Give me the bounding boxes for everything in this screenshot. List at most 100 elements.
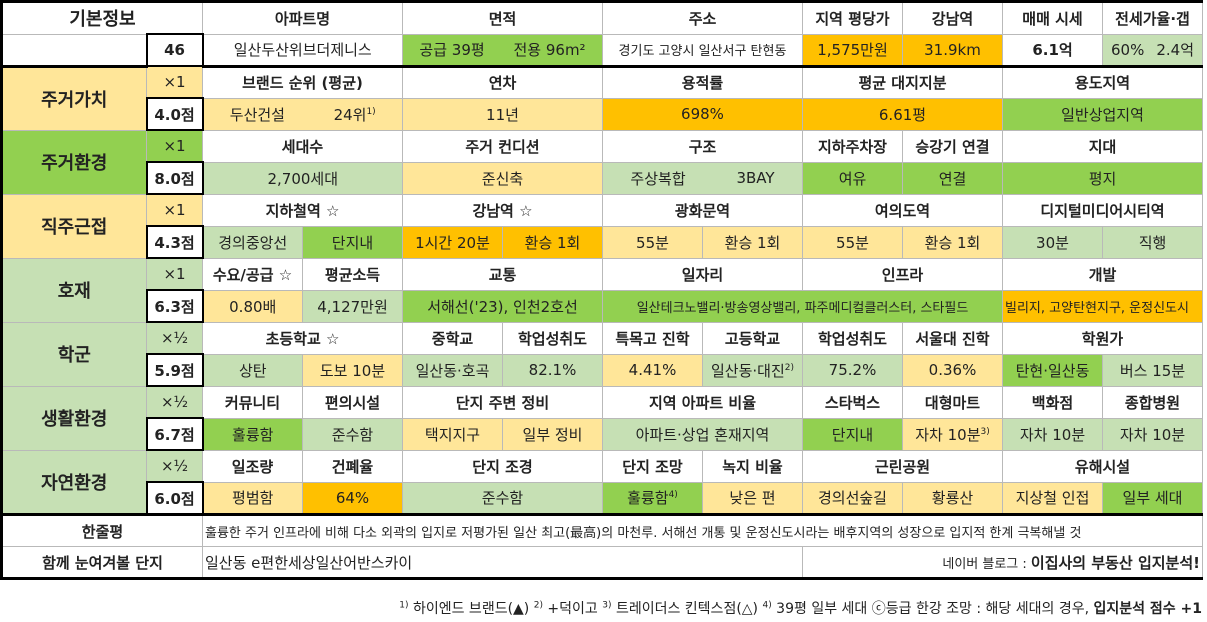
living-multiplier: ×½	[146, 385, 203, 419]
sale-price: 6.1억	[1002, 33, 1103, 68]
blog-name: 이집사의 부동산 입지분석!	[1030, 553, 1200, 572]
high-school: 일산동·대진2)	[702, 353, 803, 387]
starbucks-value: 단지내	[802, 417, 903, 451]
dmc-transfer: 직행	[1102, 225, 1203, 259]
special-school-header: 특목고 진학	[602, 321, 703, 355]
income-header: 평균소득	[302, 257, 403, 291]
section-environment-title: 주거환경	[0, 129, 147, 195]
footnote-bonus: 입지분석 점수 +1	[1093, 601, 1203, 617]
structure-bay: 3BAY	[736, 169, 775, 187]
section-commute-title: 직주근접	[0, 193, 147, 259]
parking-value: 여유	[802, 161, 903, 195]
gangnam-station-header: 강남역 ☆	[402, 193, 603, 227]
households-value: 2,700세대	[202, 161, 403, 195]
related-complex: 일산동 e편한세상일산어반스카이	[202, 546, 803, 580]
footnote-1-text: 하이엔드 브랜드(▲)	[408, 601, 534, 617]
brand-value: 두산건설 24위1)	[202, 97, 403, 131]
section-residence-title: 주거가치	[0, 65, 147, 131]
land-share-value: 6.61평	[802, 97, 1003, 131]
structure-type: 주상복합	[630, 169, 686, 188]
footnote-1-mark: 1)	[399, 600, 409, 611]
elementary-header: 초등학교 ☆	[202, 321, 403, 355]
environment-multiplier: ×1	[146, 129, 203, 163]
residence-multiplier: ×1	[146, 65, 203, 99]
hazard-header: 유해시설	[1002, 449, 1203, 483]
related-complex-header: 함께 눈여겨볼 단지	[0, 546, 203, 580]
area-use: 전용 96m²	[513, 41, 586, 59]
elementary-level: 상탄	[202, 353, 303, 387]
footnote-ref-4: 4)	[668, 490, 678, 501]
convenience-value: 준수함	[302, 417, 403, 451]
address-header: 주소	[602, 0, 803, 35]
infra-header: 인프라	[802, 257, 1003, 291]
landscape-header: 단지 조경	[402, 449, 603, 483]
address: 경기도 고양시 일산서구 탄현동	[602, 33, 803, 68]
commute-multiplier: ×1	[146, 193, 203, 227]
subway-header: 지하철역 ☆	[202, 193, 403, 227]
apt-name-header: 아파트명	[202, 0, 403, 35]
view-header: 단지 조망	[602, 449, 703, 483]
environment-score: 8.0점	[145, 161, 204, 195]
apt-name: 일산두산위브더제니스	[202, 33, 403, 68]
dev-value: 빌리지, 고양탄현지구, 운정신도시	[1002, 289, 1203, 323]
structure-value: 주상복합 3BAY	[602, 161, 803, 195]
living-score: 6.7점	[145, 417, 204, 451]
elevator-header: 승강기 연결	[902, 129, 1003, 163]
area-supply: 공급 39평	[419, 41, 485, 59]
condition-header: 주거 컨디션	[402, 129, 603, 163]
gwanghwamun-time: 55분	[602, 225, 703, 259]
nature-multiplier: ×½	[146, 449, 203, 483]
development-multiplier: ×1	[146, 257, 203, 291]
far-header: 용적률	[602, 65, 803, 99]
middle-achievement-header: 학업성취도	[502, 321, 603, 355]
brand-rank: 24위	[333, 105, 367, 124]
apt-ratio-value: 아파트·상업 혼재지역	[602, 417, 803, 451]
gangnam-transfer: 환승 1회	[502, 225, 603, 259]
one-line-review-header: 한줄평	[0, 513, 203, 547]
green-ratio-value: 낮은 편	[702, 481, 803, 515]
zone-header: 용도지역	[1002, 65, 1203, 99]
high-header: 고등학교	[702, 321, 803, 355]
area-value: 공급 39평 전용 96m²	[402, 33, 603, 68]
structure-header: 구조	[602, 129, 803, 163]
yeouido-time: 55분	[802, 225, 903, 259]
mart-distance: 자차 10분	[915, 425, 981, 444]
special-school-rate: 4.41%	[602, 353, 703, 387]
bcr-header: 건폐율	[302, 449, 403, 483]
surroundings-state: 일부 정비	[502, 417, 603, 451]
green-ratio-header: 녹지 비율	[702, 449, 803, 483]
index-number: 46	[145, 33, 204, 67]
academy-area: 탄현·일산동	[1002, 353, 1103, 387]
subway-line: 경의중앙선	[202, 225, 303, 259]
park-state: 황룡산	[902, 481, 1003, 515]
footnote-2-mark: 2)	[533, 600, 543, 611]
terrain-value: 평지	[1002, 161, 1203, 195]
price-per-pyeong: 1,575만원	[802, 33, 903, 68]
brand-header: 브랜드 순위 (평균)	[202, 65, 403, 99]
traffic-value: 서해선('23), 인천2호선	[402, 289, 603, 323]
blog-credit: 네이버 블로그 : 이집사의 부동산 입지분석!	[802, 546, 1203, 580]
footnote-4-mark: 4)	[762, 600, 772, 611]
view-value: 훌륭함4)	[602, 481, 703, 515]
section-basic-title: 기본정보	[0, 0, 203, 35]
school-score: 5.9점	[145, 353, 204, 387]
sale-price-header: 매매 시세	[1002, 0, 1103, 35]
footnote-3-mark: 3)	[602, 600, 612, 611]
gangnam-distance-header: 강남역	[902, 0, 1003, 35]
footnote-4-text: 39평 일부 세대 ⓒ등급 한강 조망 : 해당 세대의 경우,	[771, 601, 1094, 617]
commute-score: 4.3점	[145, 225, 204, 259]
snu-rate: 0.36%	[902, 353, 1003, 387]
high-achievement-header: 학업성취도	[802, 321, 903, 355]
dmc-time: 30분	[1002, 225, 1103, 259]
jobs-value: 일산테크노밸리·방송영상밸리, 파주메디컬클러스터, 스타필드	[602, 289, 1003, 323]
landscape-value: 준수함	[402, 481, 603, 515]
development-score: 6.3점	[145, 289, 204, 323]
jeonse-value: 60% 2.4억	[1102, 33, 1203, 68]
high-school-name: 일산동·대진	[710, 361, 785, 380]
households-header: 세대수	[202, 129, 403, 163]
sunlight-header: 일조량	[202, 449, 303, 483]
convenience-header: 편의시설	[302, 385, 403, 419]
residence-score: 4.0점	[145, 97, 204, 131]
high-achievement: 75.2%	[802, 353, 903, 387]
